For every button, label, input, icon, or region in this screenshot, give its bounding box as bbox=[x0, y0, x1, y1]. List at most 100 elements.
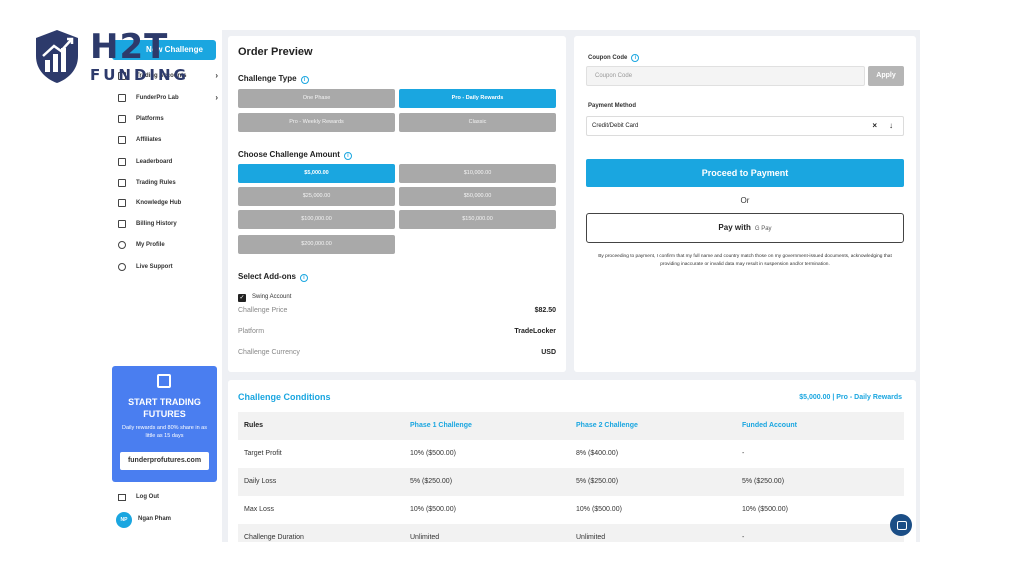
amount-option[interactable]: $200,000.00 bbox=[238, 235, 395, 254]
conditions-title: Challenge Conditions bbox=[238, 392, 331, 402]
challenge-type-pro-daily[interactable]: Pro - Daily Rewards bbox=[399, 89, 556, 108]
payment-panel: Coupon Code i Coupon Code Apply Payment M… bbox=[574, 36, 916, 372]
amount-option[interactable]: $5,000.00 bbox=[238, 164, 395, 183]
rules-icon bbox=[118, 179, 126, 187]
table-cell: 5% ($250.00) bbox=[576, 478, 619, 485]
table-row: Daily Loss 5% ($250.00) 5% ($250.00) 5% … bbox=[238, 468, 904, 496]
coupon-label: Coupon Code i bbox=[588, 54, 640, 62]
payment-method-select[interactable]: Credit/Debit Card × ↓ bbox=[586, 116, 904, 136]
table-cell: Target Profit bbox=[244, 450, 282, 457]
summary-value: USD bbox=[541, 349, 556, 356]
amount-option[interactable]: $50,000.00 bbox=[399, 187, 556, 206]
funderpro-logo-icon bbox=[157, 374, 171, 388]
amount-label: Choose Challenge Amount bbox=[238, 150, 340, 159]
chevron-right-icon: › bbox=[215, 71, 218, 80]
avatar: NP bbox=[116, 512, 132, 528]
addons-heading: Select Add-ons i bbox=[238, 272, 308, 282]
conditions-subtitle: $5,000.00 | Pro - Daily Rewards bbox=[799, 394, 902, 401]
summary-value: TradeLocker bbox=[514, 328, 556, 335]
logo-mark: H2T bbox=[90, 27, 169, 67]
sidebar: New Challenge Trading Accounts › FunderP… bbox=[104, 30, 222, 542]
shield-chart-icon bbox=[36, 30, 78, 83]
coupon-input[interactable]: Coupon Code bbox=[586, 66, 865, 86]
billing-icon bbox=[118, 220, 126, 228]
sidebar-item-my-profile[interactable]: My Profile bbox=[118, 237, 218, 253]
sidebar-item-label: Platforms bbox=[136, 116, 164, 122]
table-header: Funded Account bbox=[742, 422, 797, 429]
apply-button[interactable]: Apply bbox=[868, 66, 904, 86]
chevron-down-icon[interactable]: ↓ bbox=[889, 121, 893, 130]
summary-label: Challenge Currency bbox=[238, 349, 300, 356]
sidebar-item-affiliates[interactable]: Affiliates bbox=[118, 132, 218, 148]
addons-label: Select Add-ons bbox=[238, 272, 296, 281]
sidebar-item-platforms[interactable]: Platforms bbox=[118, 111, 218, 127]
table-header: Phase 1 Challenge bbox=[410, 422, 472, 429]
profile-icon bbox=[118, 241, 126, 249]
amount-option[interactable]: $150,000.00 bbox=[399, 210, 556, 229]
chevron-right-icon: › bbox=[215, 93, 218, 102]
table-cell: Challenge Duration bbox=[244, 534, 304, 541]
swing-account-label: Swing Account bbox=[252, 294, 292, 300]
challenge-type-label: Challenge Type bbox=[238, 74, 297, 83]
table-row: Challenge Duration Unlimited Unlimited - bbox=[238, 524, 904, 542]
table-header-row: Rules Phase 1 Challenge Phase 2 Challeng… bbox=[238, 412, 904, 440]
chat-support-icon[interactable] bbox=[890, 514, 912, 536]
table-row: Target Profit 10% ($500.00) 8% ($400.00)… bbox=[238, 440, 904, 468]
table-cell: - bbox=[742, 534, 745, 541]
sidebar-item-label: Affiliates bbox=[136, 137, 162, 143]
table-header: Rules bbox=[244, 422, 264, 429]
amount-option[interactable]: $100,000.00 bbox=[238, 210, 395, 229]
sidebar-item-live-support[interactable]: Live Support bbox=[118, 259, 218, 275]
info-icon[interactable]: i bbox=[343, 152, 352, 160]
logout-icon bbox=[118, 494, 126, 501]
table-cell: - bbox=[742, 450, 745, 457]
sidebar-item-leaderboard[interactable]: Leaderboard bbox=[118, 154, 218, 170]
table-cell: 10% ($500.00) bbox=[742, 506, 788, 513]
table-cell: 5% ($250.00) bbox=[410, 478, 453, 485]
challenge-type-one-phase[interactable]: One Phase bbox=[238, 89, 395, 108]
info-icon[interactable]: i bbox=[299, 274, 308, 282]
knowledge-icon bbox=[118, 199, 126, 207]
new-challenge-button[interactable]: New Challenge bbox=[112, 40, 216, 60]
promo-card: START TRADING FUTURES Daily rewards and … bbox=[112, 366, 217, 482]
payment-method-value: Credit/Debit Card bbox=[592, 123, 639, 129]
sidebar-item-trading-accounts[interactable]: Trading Accounts › bbox=[118, 68, 218, 84]
sidebar-item-trading-rules[interactable]: Trading Rules bbox=[118, 175, 218, 191]
sidebar-item-billing-history[interactable]: Billing History bbox=[118, 216, 218, 232]
user-name: Ngan Pham bbox=[138, 516, 172, 522]
sidebar-item-label: Trading Accounts bbox=[136, 73, 187, 79]
table-cell: 10% ($500.00) bbox=[410, 450, 456, 457]
amount-heading: Choose Challenge Amount i bbox=[238, 150, 352, 160]
sidebar-item-label: Knowledge Hub bbox=[136, 200, 182, 206]
sidebar-item-label: Live Support bbox=[136, 264, 173, 270]
summary-value: $82.50 bbox=[534, 307, 556, 314]
support-icon bbox=[118, 263, 126, 271]
proceed-to-payment-button[interactable]: Proceed to Payment bbox=[586, 159, 904, 187]
promo-title: START TRADING FUTURES bbox=[128, 397, 201, 419]
promo-subtitle: Daily rewards and 80% share in as little… bbox=[122, 425, 207, 439]
swing-account-checkbox[interactable]: ✓ bbox=[238, 294, 246, 302]
google-pay-button[interactable]: Pay with G Pay bbox=[586, 213, 904, 243]
table-header: Phase 2 Challenge bbox=[576, 422, 638, 429]
sidebar-item-funderpro-lab[interactable]: FunderPro Lab › bbox=[118, 90, 218, 106]
sidebar-item-label: Trading Rules bbox=[136, 180, 176, 186]
promo-link-button[interactable]: funderprofutures.com bbox=[120, 452, 209, 470]
info-icon[interactable]: i bbox=[631, 54, 640, 62]
h2t-funding-logo: H2T FUNDING bbox=[34, 27, 186, 86]
lab-icon bbox=[118, 94, 126, 102]
table-cell: Max Loss bbox=[244, 506, 274, 513]
sidebar-item-label: FunderPro Lab bbox=[136, 95, 179, 101]
clear-icon[interactable]: × bbox=[872, 121, 877, 130]
accounts-icon bbox=[118, 72, 126, 80]
sidebar-item-label: Billing History bbox=[136, 221, 177, 227]
amount-option[interactable]: $10,000.00 bbox=[399, 164, 556, 183]
sidebar-item-label: My Profile bbox=[136, 242, 165, 248]
info-icon[interactable]: i bbox=[300, 76, 309, 84]
summary-label: Challenge Price bbox=[238, 307, 288, 314]
amount-option[interactable]: $25,000.00 bbox=[238, 187, 395, 206]
challenge-type-pro-weekly[interactable]: Pro - Weekly Rewards bbox=[238, 113, 395, 132]
challenge-conditions-panel: Challenge Conditions $5,000.00 | Pro - D… bbox=[228, 380, 916, 542]
sidebar-item-knowledge-hub[interactable]: Knowledge Hub bbox=[118, 195, 218, 211]
challenge-type-classic[interactable]: Classic bbox=[399, 113, 556, 132]
table-cell: 10% ($500.00) bbox=[410, 506, 456, 513]
